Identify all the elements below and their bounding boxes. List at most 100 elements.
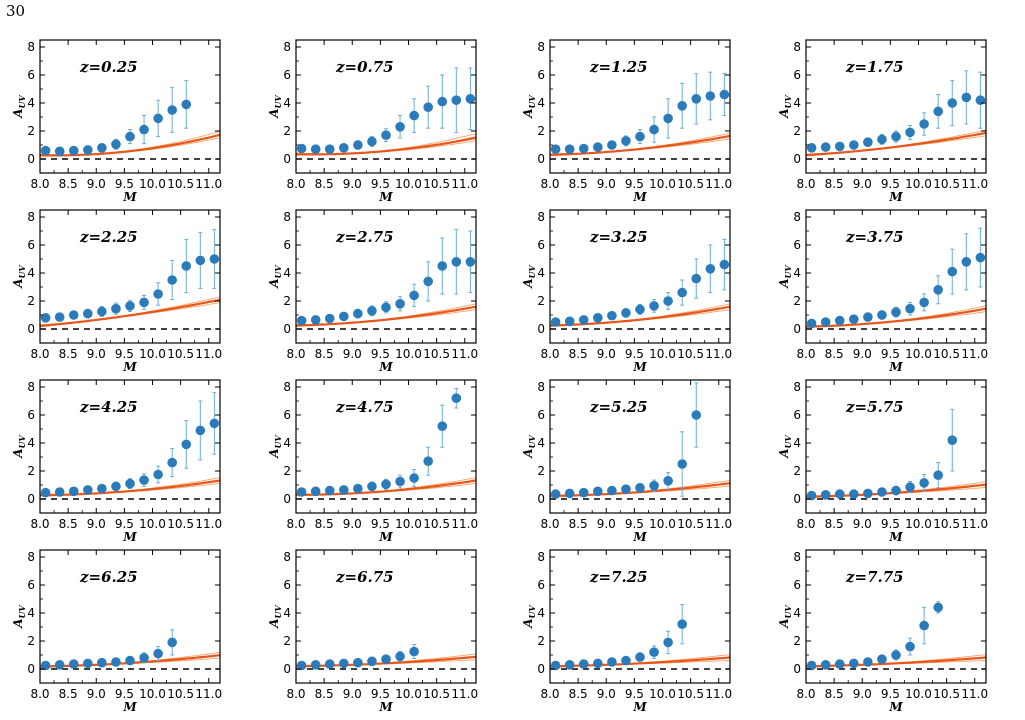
plot-area <box>806 601 986 671</box>
data-point <box>691 94 702 104</box>
x-tick-label: 8.5 <box>59 177 78 191</box>
y-axis-title-subscript: UV <box>17 94 27 108</box>
y-tick-label: 2 <box>793 294 801 308</box>
y-tick-label: 4 <box>283 96 291 110</box>
y-tick-label: 6 <box>793 578 801 592</box>
x-tick-label: 11.0 <box>195 177 222 191</box>
data-point <box>849 489 859 499</box>
data-point <box>891 307 901 318</box>
chart-panel: 8.0 8.5 9.0 9.5 10.0 10.5 11.0 0 2 4 6 8 M AUV z=7.25 <box>521 549 732 714</box>
data-point <box>947 266 958 277</box>
y-tick-label: 6 <box>537 578 545 592</box>
data-point <box>310 486 321 497</box>
y-tick-label: 6 <box>537 408 545 422</box>
data-point <box>68 659 79 669</box>
y-tick-label: 4 <box>283 606 291 620</box>
x-tick-label: 9.5 <box>881 687 900 701</box>
y-tick-label: 4 <box>793 606 801 620</box>
data-point <box>705 91 716 101</box>
x-tick-label: 10.0 <box>395 347 422 361</box>
x-tick-label: 8.0 <box>796 517 815 531</box>
x-tick-label: 10.5 <box>933 177 960 191</box>
y-axis-title-main: A <box>11 278 25 288</box>
y-tick-label: 4 <box>537 266 545 280</box>
chart-panel: 8.0 8.5 9.0 9.5 10.0 10.5 11.0 0 2 4 6 8 M AUV z=2.25 <box>11 209 222 374</box>
data-point <box>820 317 831 327</box>
model-best-curve <box>296 136 476 156</box>
data-point <box>564 660 575 670</box>
x-tick-label: 10.5 <box>423 517 450 531</box>
data-point <box>919 620 929 631</box>
data-point <box>849 658 859 669</box>
x-tick-label: 9.0 <box>597 347 616 361</box>
y-tick-label: 8 <box>283 550 291 564</box>
data-point <box>296 487 307 497</box>
y-axis-title: AUV <box>521 434 537 458</box>
data-point <box>649 301 659 311</box>
data-point <box>621 136 631 146</box>
y-tick-label: 0 <box>793 662 801 676</box>
data-point <box>324 659 335 669</box>
y-tick-label: 6 <box>27 408 35 422</box>
x-axis-title: M <box>122 700 137 714</box>
data-point <box>324 144 335 154</box>
data-point <box>649 480 659 491</box>
data-point <box>40 313 51 323</box>
data-point <box>863 488 873 499</box>
data-point <box>635 652 645 662</box>
data-point <box>663 637 673 648</box>
plot-area <box>296 229 476 330</box>
panel-label: z=2.25 <box>79 228 138 246</box>
panel-label: z=5.25 <box>589 398 648 416</box>
y-axis-title-subscript: UV <box>783 604 793 618</box>
plot-background <box>40 210 220 343</box>
data-point <box>381 302 391 313</box>
x-axis-title: M <box>632 530 647 544</box>
x-tick-label: 8.5 <box>59 517 78 531</box>
data-point <box>381 654 391 664</box>
data-point <box>181 439 192 450</box>
y-tick-label: 2 <box>793 464 801 478</box>
y-axis-title-subscript: UV <box>273 264 283 278</box>
x-tick-label: 8.0 <box>30 517 49 531</box>
x-tick-label: 8.0 <box>796 177 815 191</box>
data-point <box>849 314 859 325</box>
panel-label: z=0.75 <box>335 58 394 76</box>
data-point <box>339 658 349 669</box>
x-tick-label: 8.5 <box>569 687 588 701</box>
x-tick-label: 10.5 <box>423 347 450 361</box>
x-tick-label: 10.0 <box>395 517 422 531</box>
y-tick-label: 8 <box>27 40 35 54</box>
data-point <box>68 310 79 320</box>
y-axis-title: AUV <box>521 604 537 628</box>
x-tick-label: 10.5 <box>677 687 704 701</box>
chart-panel: 8.0 8.5 9.0 9.5 10.0 10.5 11.0 0 2 4 6 8 M AUV z=0.25 <box>11 39 222 204</box>
y-tick-label: 0 <box>283 662 291 676</box>
x-axis-title: M <box>378 700 393 714</box>
y-tick-label: 6 <box>27 68 35 82</box>
panel-label: z=6.25 <box>79 568 138 586</box>
data-point <box>891 485 901 496</box>
x-tick-label: 8.5 <box>315 687 334 701</box>
data-point <box>705 264 716 274</box>
x-tick-label: 9.0 <box>853 177 872 191</box>
y-axis-title-main: A <box>11 448 25 458</box>
data-point <box>663 296 673 306</box>
y-tick-label: 2 <box>793 634 801 648</box>
y-tick-label: 4 <box>793 266 801 280</box>
y-tick-label: 0 <box>537 662 545 676</box>
chart-panel: 8.0 8.5 9.0 9.5 10.0 10.5 11.0 0 2 4 6 8 M AUV z=1.25 <box>521 39 732 204</box>
data-point <box>621 308 631 318</box>
data-point <box>465 257 476 267</box>
y-tick-label: 8 <box>537 210 545 224</box>
x-tick-label: 8.0 <box>30 347 49 361</box>
data-point <box>97 306 107 317</box>
x-tick-label: 10.0 <box>905 177 932 191</box>
y-axis-title-subscript: UV <box>527 264 537 278</box>
x-tick-label: 8.0 <box>30 177 49 191</box>
y-axis-title: AUV <box>267 264 283 288</box>
plot-area <box>550 604 730 671</box>
x-axis-title: M <box>632 360 647 374</box>
x-tick-label: 10.0 <box>139 347 166 361</box>
data-point <box>125 301 135 311</box>
